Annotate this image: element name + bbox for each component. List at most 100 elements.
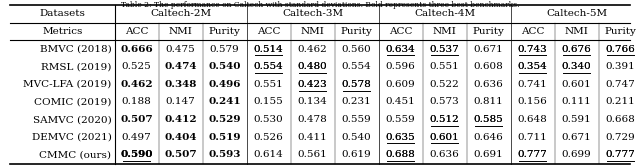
Text: 0.579: 0.579 xyxy=(210,45,239,54)
Text: 0.811: 0.811 xyxy=(474,98,504,107)
Text: MVC-LFA (2019): MVC-LFA (2019) xyxy=(23,80,111,89)
Text: 0.412: 0.412 xyxy=(164,115,197,124)
Text: 0.537: 0.537 xyxy=(430,45,460,54)
Text: 0.340: 0.340 xyxy=(562,62,591,71)
Text: COMIC (2019): COMIC (2019) xyxy=(34,98,111,107)
Text: 0.554: 0.554 xyxy=(253,62,284,71)
Text: Purity: Purity xyxy=(605,27,637,36)
Text: 0.634: 0.634 xyxy=(386,45,415,54)
Text: 0.777: 0.777 xyxy=(518,150,548,159)
Text: Purity: Purity xyxy=(340,27,372,36)
Text: 0.601: 0.601 xyxy=(562,80,591,89)
Text: 0.551: 0.551 xyxy=(253,80,284,89)
Text: 0.561: 0.561 xyxy=(298,150,328,159)
Text: 0.480: 0.480 xyxy=(298,62,328,71)
Text: RMSL (2019): RMSL (2019) xyxy=(41,62,111,71)
Text: 0.537: 0.537 xyxy=(430,45,460,54)
Text: 0.619: 0.619 xyxy=(342,150,371,159)
Text: ACC: ACC xyxy=(521,27,545,36)
Text: 0.211: 0.211 xyxy=(606,98,636,107)
Text: 0.766: 0.766 xyxy=(606,45,636,54)
Text: Datasets: Datasets xyxy=(40,9,85,18)
Text: NMI: NMI xyxy=(564,27,589,36)
Text: 0.635: 0.635 xyxy=(386,133,415,142)
Text: 0.340: 0.340 xyxy=(562,62,591,71)
Text: 0.512: 0.512 xyxy=(430,115,460,124)
Text: 0.676: 0.676 xyxy=(562,45,591,54)
Text: Caltech-2M: Caltech-2M xyxy=(150,9,211,18)
Text: 0.560: 0.560 xyxy=(342,45,371,54)
Text: 0.691: 0.691 xyxy=(474,150,504,159)
Text: 0.648: 0.648 xyxy=(518,115,548,124)
Text: 0.777: 0.777 xyxy=(518,150,548,159)
Text: 0.596: 0.596 xyxy=(386,62,415,71)
Text: 0.462: 0.462 xyxy=(120,80,153,89)
Text: 0.593: 0.593 xyxy=(209,150,241,159)
Text: NMI: NMI xyxy=(433,27,456,36)
Text: 0.676: 0.676 xyxy=(562,45,591,54)
Text: 0.601: 0.601 xyxy=(430,133,460,142)
Text: 0.475: 0.475 xyxy=(166,45,195,54)
Text: 0.147: 0.147 xyxy=(166,98,195,107)
Text: ACC: ACC xyxy=(257,27,280,36)
Text: 0.614: 0.614 xyxy=(253,150,284,159)
Text: 0.559: 0.559 xyxy=(386,115,415,124)
Text: 0.688: 0.688 xyxy=(386,150,415,159)
Text: Metrics: Metrics xyxy=(42,27,83,36)
Text: 0.529: 0.529 xyxy=(209,115,241,124)
Text: 0.540: 0.540 xyxy=(209,62,241,71)
Text: ACC: ACC xyxy=(125,27,148,36)
Text: 0.688: 0.688 xyxy=(386,150,415,159)
Text: 0.554: 0.554 xyxy=(253,62,284,71)
Text: 0.231: 0.231 xyxy=(342,98,371,107)
Text: 0.411: 0.411 xyxy=(298,133,328,142)
Text: 0.591: 0.591 xyxy=(562,115,591,124)
Text: Purity: Purity xyxy=(209,27,241,36)
Text: 0.666: 0.666 xyxy=(120,45,153,54)
Text: 0.743: 0.743 xyxy=(518,45,548,54)
Text: 0.134: 0.134 xyxy=(298,98,328,107)
Text: 0.404: 0.404 xyxy=(164,133,197,142)
Text: 0.578: 0.578 xyxy=(342,80,371,89)
Text: 0.530: 0.530 xyxy=(253,115,284,124)
Text: 0.188: 0.188 xyxy=(122,98,152,107)
Text: 0.646: 0.646 xyxy=(474,133,504,142)
Text: 0.354: 0.354 xyxy=(518,62,548,71)
Text: 0.348: 0.348 xyxy=(164,80,197,89)
Text: Caltech-3M: Caltech-3M xyxy=(282,9,343,18)
Text: 0.609: 0.609 xyxy=(386,80,415,89)
Text: 0.699: 0.699 xyxy=(562,150,591,159)
Text: 0.462: 0.462 xyxy=(298,45,328,54)
Text: 0.514: 0.514 xyxy=(253,45,284,54)
Text: 0.608: 0.608 xyxy=(474,62,504,71)
Text: 0.554: 0.554 xyxy=(342,62,371,71)
Text: CMMC (ours): CMMC (ours) xyxy=(40,150,111,159)
Text: 0.423: 0.423 xyxy=(298,80,328,89)
Text: BMVC (2018): BMVC (2018) xyxy=(40,45,111,54)
Text: 0.573: 0.573 xyxy=(430,98,460,107)
Text: 0.729: 0.729 xyxy=(606,133,636,142)
Text: 0.747: 0.747 xyxy=(606,80,636,89)
Text: 0.601: 0.601 xyxy=(430,133,460,142)
Text: 0.156: 0.156 xyxy=(518,98,548,107)
Text: 0.668: 0.668 xyxy=(606,115,636,124)
Text: 0.519: 0.519 xyxy=(209,133,241,142)
Text: 0.551: 0.551 xyxy=(430,62,460,71)
Text: 0.671: 0.671 xyxy=(562,133,591,142)
Text: 0.391: 0.391 xyxy=(606,62,636,71)
Text: 0.526: 0.526 xyxy=(253,133,284,142)
Text: DEMVC (2021): DEMVC (2021) xyxy=(31,133,111,142)
Text: ACC: ACC xyxy=(389,27,412,36)
Text: 0.741: 0.741 xyxy=(518,80,548,89)
Text: 0.111: 0.111 xyxy=(562,98,591,107)
Text: 0.497: 0.497 xyxy=(122,133,152,142)
Text: Caltech-4M: Caltech-4M xyxy=(414,9,476,18)
Text: 0.525: 0.525 xyxy=(122,62,152,71)
Text: 0.241: 0.241 xyxy=(208,98,241,107)
Text: 0.522: 0.522 xyxy=(430,80,460,89)
Text: 0.507: 0.507 xyxy=(164,150,197,159)
Text: 0.743: 0.743 xyxy=(518,45,548,54)
Text: 0.590: 0.590 xyxy=(120,150,153,159)
Text: 0.636: 0.636 xyxy=(474,80,504,89)
Text: 0.514: 0.514 xyxy=(253,45,284,54)
